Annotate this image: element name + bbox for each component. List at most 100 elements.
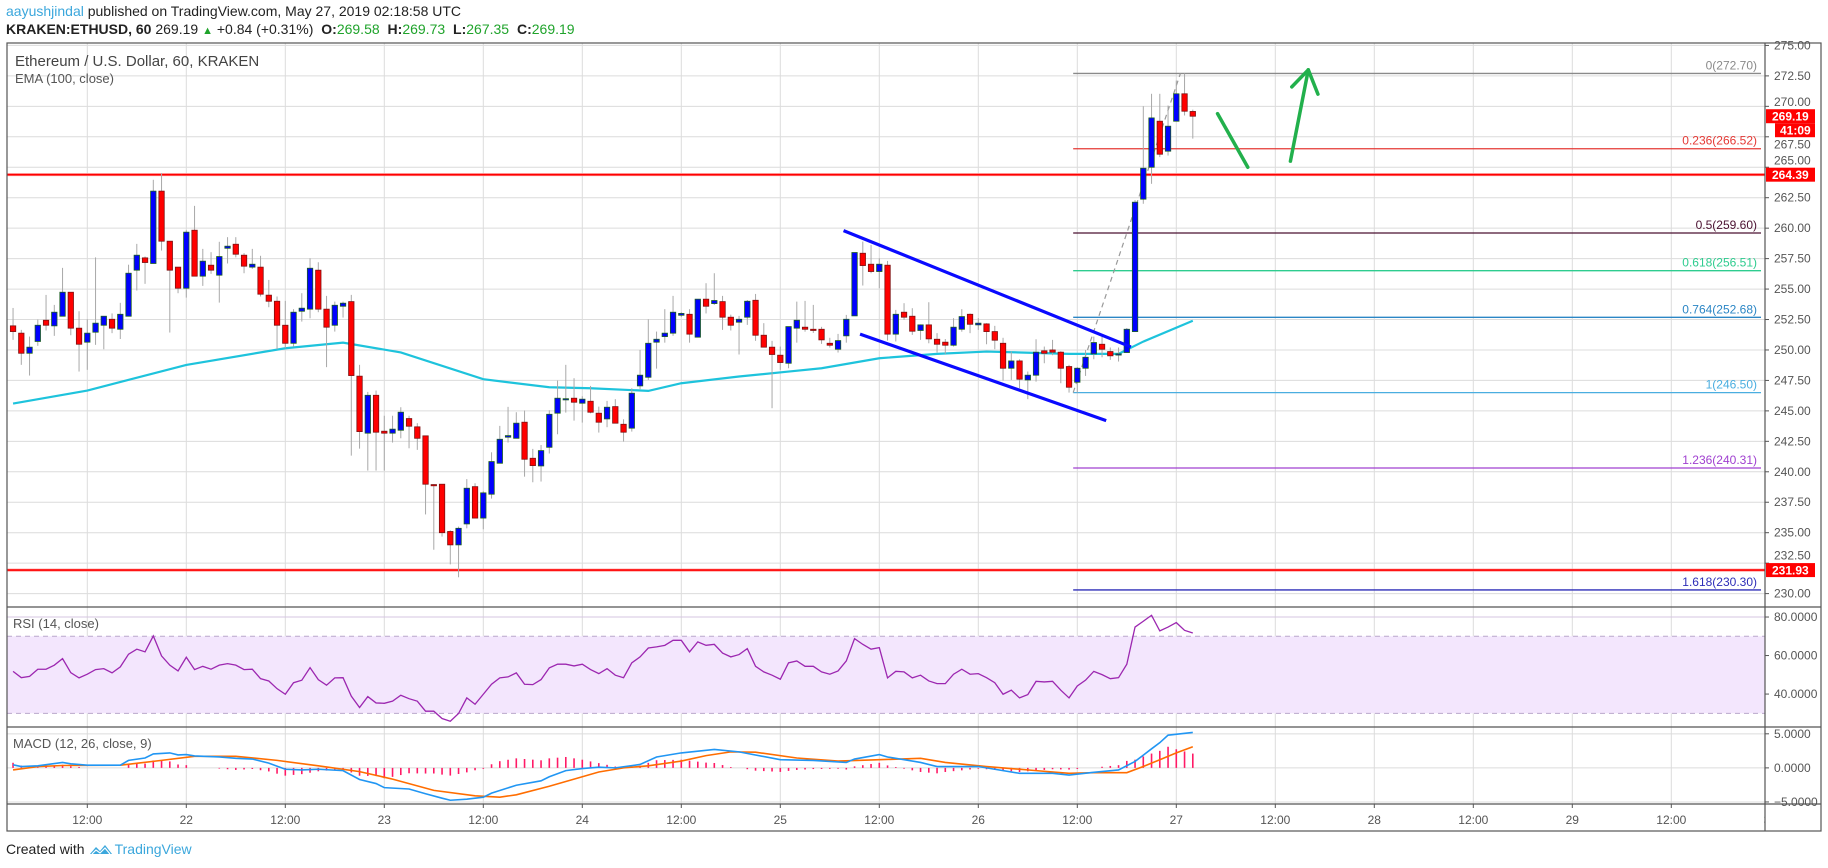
candle-body bbox=[859, 252, 866, 266]
candle-down bbox=[422, 435, 429, 515]
close-value: 269.19 bbox=[531, 21, 575, 37]
candle-down bbox=[471, 483, 479, 519]
price-badge-label: 264.39 bbox=[1772, 168, 1809, 182]
macd-legend: MACD (12, 26, close, 9) bbox=[13, 736, 152, 751]
candle-up bbox=[100, 315, 107, 350]
candle-up bbox=[744, 300, 751, 325]
fib-level-label: 0(272.70) bbox=[1706, 58, 1757, 72]
candle-up bbox=[793, 301, 800, 343]
candle-body bbox=[496, 438, 503, 464]
candle-body bbox=[620, 423, 627, 433]
time-axis-label: 30 bbox=[1764, 813, 1778, 827]
candle-body bbox=[1032, 351, 1040, 376]
candle-down bbox=[933, 333, 941, 353]
candle-down bbox=[356, 364, 363, 449]
candle-up bbox=[975, 318, 982, 330]
candle-body bbox=[216, 256, 223, 276]
candle-body bbox=[100, 315, 107, 326]
candle-down bbox=[372, 390, 380, 471]
tradingview-link[interactable]: TradingView bbox=[114, 841, 192, 857]
candle-body bbox=[207, 264, 215, 271]
high-value: 269.73 bbox=[402, 21, 446, 37]
candle-up bbox=[389, 415, 396, 443]
candle-body bbox=[1098, 343, 1106, 350]
candle-down bbox=[760, 323, 767, 348]
candle-body bbox=[1123, 328, 1130, 353]
candle-body bbox=[900, 311, 908, 318]
candle-body bbox=[801, 326, 809, 330]
candle-down bbox=[991, 325, 998, 350]
candle-down bbox=[75, 311, 83, 372]
candle-body bbox=[1082, 356, 1089, 369]
candle-body bbox=[587, 400, 594, 413]
candle-body bbox=[117, 313, 124, 330]
candle-up bbox=[735, 315, 743, 355]
candle-body bbox=[1074, 367, 1081, 383]
candle-body bbox=[141, 257, 149, 263]
candle-body bbox=[1090, 342, 1097, 355]
candle-body bbox=[1189, 111, 1196, 117]
candle-down bbox=[42, 294, 50, 331]
candle-body bbox=[249, 263, 256, 268]
candle-body bbox=[546, 413, 553, 448]
candle-body bbox=[1131, 201, 1139, 332]
candle-up bbox=[1173, 80, 1180, 122]
candle-body bbox=[306, 267, 314, 310]
candle-up bbox=[298, 293, 305, 322]
candle-up bbox=[463, 479, 470, 529]
candle-up bbox=[917, 324, 924, 340]
price-axis-label: 270.00 bbox=[1774, 95, 1811, 109]
candle-body bbox=[1140, 167, 1147, 200]
fib-level-label: 1(246.50) bbox=[1706, 378, 1757, 392]
candle-body bbox=[1008, 360, 1015, 369]
candle-down bbox=[447, 530, 454, 565]
candle-body bbox=[405, 418, 413, 427]
candle-body bbox=[133, 254, 140, 271]
macd-line bbox=[12, 731, 1193, 802]
candle-down bbox=[414, 423, 421, 450]
time-axis-label: 12:00 bbox=[864, 813, 894, 827]
candle-down bbox=[801, 300, 809, 332]
candle-body bbox=[678, 313, 685, 316]
candle-body bbox=[694, 298, 701, 338]
candle-down bbox=[595, 406, 602, 433]
triangle-up-icon: ▲ bbox=[202, 25, 213, 37]
candle-up bbox=[84, 319, 91, 370]
candle-down bbox=[686, 309, 693, 343]
price-axis-label: 235.00 bbox=[1774, 526, 1811, 540]
candle-up bbox=[876, 258, 883, 289]
candle-down bbox=[67, 291, 74, 336]
candle-down bbox=[587, 385, 594, 414]
rsi-band bbox=[7, 636, 1765, 714]
candle-up bbox=[1008, 351, 1015, 380]
last-price: 269.19 bbox=[155, 21, 199, 37]
price-change: +0.84 (+0.31%) bbox=[216, 21, 314, 37]
candle-body bbox=[265, 294, 272, 302]
price-axis-label: 262.50 bbox=[1774, 191, 1811, 205]
candle-up bbox=[216, 241, 223, 303]
candle-up bbox=[1074, 367, 1081, 393]
candle-down bbox=[9, 307, 17, 340]
candle-up bbox=[653, 331, 660, 369]
candle-body bbox=[554, 397, 561, 414]
candle-down bbox=[174, 266, 182, 294]
author-link[interactable]: aayushjindal bbox=[6, 3, 84, 19]
candle-up bbox=[364, 391, 371, 471]
ema-legend: EMA (100, close) bbox=[15, 71, 114, 86]
candle-down bbox=[108, 313, 116, 334]
candle-up bbox=[694, 298, 701, 338]
candle-body bbox=[628, 392, 635, 429]
candle-body bbox=[966, 313, 974, 325]
candle-body bbox=[579, 398, 586, 404]
candle-body bbox=[513, 422, 520, 439]
candle-up bbox=[92, 257, 99, 345]
candle-body bbox=[669, 311, 677, 334]
macd-pane bbox=[12, 731, 1194, 802]
time-axis-label: 12:00 bbox=[468, 813, 498, 827]
candle-up bbox=[843, 314, 850, 343]
price-badge-label: 231.93 bbox=[1772, 564, 1809, 578]
candle-body bbox=[199, 260, 206, 277]
candle-down bbox=[620, 419, 627, 442]
price-axis-label: 232.50 bbox=[1774, 549, 1811, 563]
